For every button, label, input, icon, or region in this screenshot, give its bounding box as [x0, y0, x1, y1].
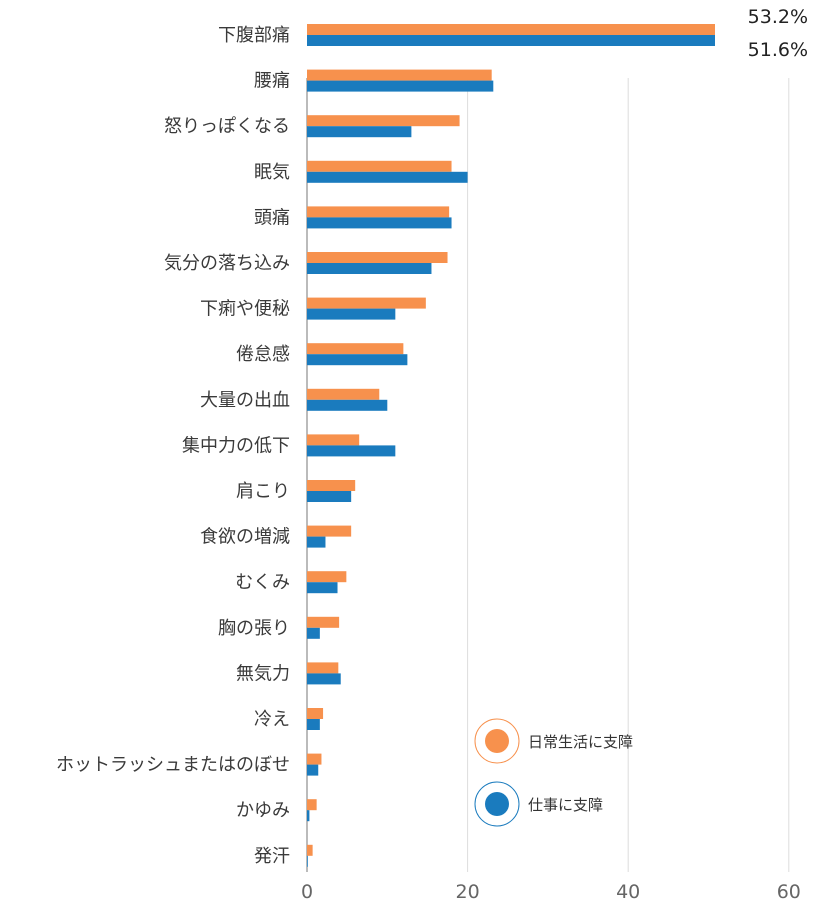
category-label: 怒りっぽくなる — [164, 116, 290, 137]
category-label: かゆみ — [236, 800, 290, 821]
bar-daily — [307, 388, 380, 400]
bar-work — [307, 855, 308, 867]
legend-label-work: 仕事に支障 — [528, 796, 603, 814]
bar-work — [307, 491, 352, 502]
x-tick-labels: 0 20 40 60 — [301, 881, 801, 903]
bar-work — [307, 217, 452, 229]
category-label: 下腹部痛 — [218, 25, 290, 46]
category-label: ホットラッシュまたはのぼせ — [56, 755, 290, 776]
bar-daily — [307, 434, 360, 446]
bar-work — [307, 126, 412, 138]
bar-daily — [307, 708, 324, 719]
bar-work — [307, 35, 715, 46]
bar-daily — [307, 525, 352, 537]
category-label: 発汗 — [254, 846, 290, 867]
bar-work — [307, 673, 341, 685]
bar-daily — [307, 662, 339, 674]
bar-work — [307, 171, 468, 183]
category-labels: 下腹部痛腰痛怒りっぽくなる眠気頭痛気分の落ち込み下痢や便秘倦怠感大量の出血集中力… — [56, 25, 290, 867]
bar-work — [307, 354, 408, 366]
category-label: 倦怠感 — [236, 344, 290, 365]
category-label: 無気力 — [236, 663, 290, 684]
bar-daily — [307, 616, 340, 628]
legend: 日常生活に支障 仕事に支障 — [474, 718, 633, 827]
legend-swatch-blue — [485, 792, 509, 816]
bar-work — [307, 399, 388, 411]
legend-item-work: 仕事に支障 — [474, 781, 603, 827]
x-tick-label: 40 — [616, 881, 640, 903]
bar-daily — [307, 69, 492, 81]
bar-daily — [307, 24, 715, 35]
bar-work — [307, 582, 338, 594]
bar-daily — [307, 252, 448, 263]
bar-work — [307, 719, 320, 730]
category-label: むくみ — [235, 572, 290, 593]
x-tick-label: 60 — [777, 881, 801, 903]
legend-ring-blue — [474, 781, 520, 827]
x-tick-label: 0 — [301, 881, 313, 903]
bar-daily — [307, 571, 347, 583]
bar-daily — [307, 343, 404, 355]
bar-daily — [307, 115, 460, 127]
legend-swatch-orange — [485, 729, 509, 753]
category-label: 胸の張り — [218, 618, 290, 639]
bars — [307, 24, 715, 867]
bar-daily — [307, 753, 322, 765]
data-labels: 53.2% 51.6% — [748, 6, 808, 61]
bar-work — [307, 445, 396, 457]
legend-label-daily: 日常生活に支障 — [528, 733, 633, 751]
category-label: 頭痛 — [254, 207, 290, 228]
category-label: 肩こり — [236, 481, 290, 502]
category-label: 集中力の低下 — [182, 435, 290, 456]
bar-work — [307, 764, 319, 776]
category-label: 眠気 — [254, 162, 290, 183]
category-label: 気分の落ち込み — [164, 253, 290, 274]
category-label: 腰痛 — [254, 71, 290, 92]
bar-work — [307, 80, 494, 92]
category-label: 冷え — [254, 709, 290, 730]
category-label: 食欲の増減 — [200, 527, 290, 548]
bar-work — [307, 308, 396, 320]
bar-work — [307, 627, 320, 639]
bar-daily — [307, 160, 452, 172]
bar-work — [307, 263, 432, 274]
x-tick-label: 20 — [456, 881, 480, 903]
bar-daily — [307, 480, 356, 491]
legend-item-daily: 日常生活に支障 — [474, 718, 633, 764]
data-label: 51.6% — [748, 39, 808, 61]
gridlines — [306, 78, 790, 872]
legend-ring-orange — [474, 718, 520, 764]
bar-work — [307, 536, 326, 548]
data-label: 53.2% — [748, 6, 808, 28]
bar-daily — [307, 799, 317, 811]
category-label: 下痢や便秘 — [200, 299, 290, 320]
bar-daily — [307, 844, 313, 856]
bar-daily — [307, 297, 426, 309]
bar-daily — [307, 206, 450, 218]
bar-work — [307, 810, 310, 822]
category-label: 大量の出血 — [200, 390, 290, 411]
